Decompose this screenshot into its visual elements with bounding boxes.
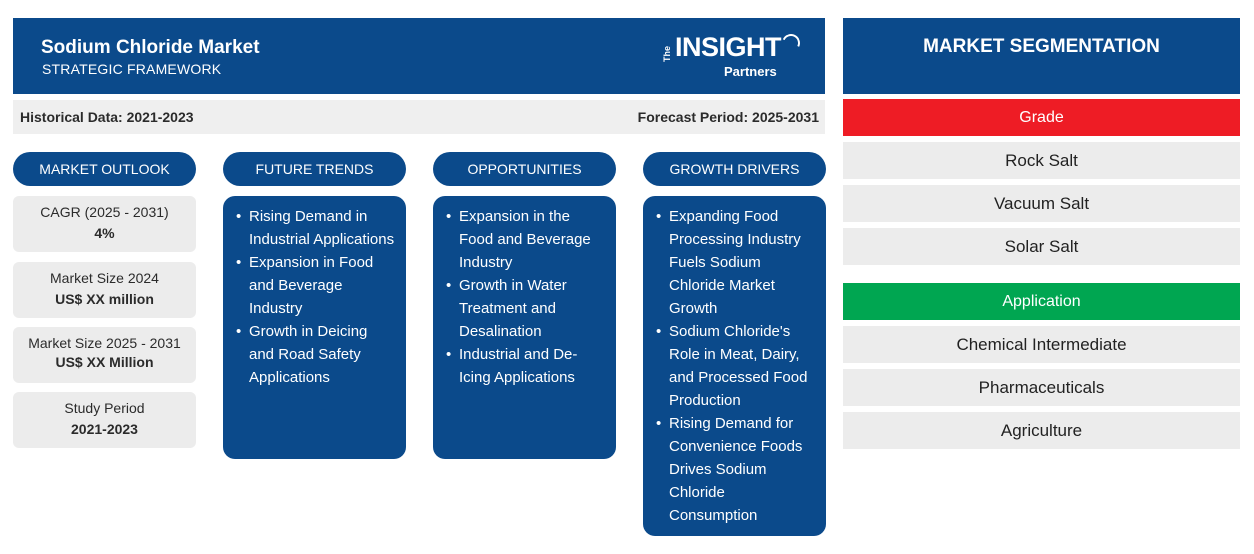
opportunity-item: Industrial and De-Icing Applications <box>446 343 606 389</box>
header-banner <box>13 18 825 94</box>
segmentation-heading: MARKET SEGMENTATION <box>843 18 1240 94</box>
market-outlook-heading: MARKET OUTLOOK <box>13 152 196 186</box>
outlook-label: Study Period <box>64 400 145 416</box>
outlook-label: Market Size 2024 <box>50 270 159 286</box>
segment-category-application: Application <box>843 283 1240 320</box>
segment-item: Solar Salt <box>843 228 1240 265</box>
future-trends-panel: Rising Demand in Industrial Applications… <box>223 196 406 459</box>
opportunity-item: Expansion in the Food and Beverage Indus… <box>446 205 606 274</box>
logo-partners: Partners <box>724 64 777 79</box>
outlook-card-study-period: Study Period 2021-2023 <box>13 392 196 448</box>
outlook-card-size-2024: Market Size 2024 US$ XX million <box>13 262 196 318</box>
trend-item: Growth in Deicing and Road Safety Applic… <box>236 320 396 389</box>
forecast-period: Forecast Period: 2025-2031 <box>637 109 819 125</box>
outlook-value: US$ XX Million <box>55 354 154 370</box>
insight-partners-logo: The INSIGHT Partners <box>662 31 803 80</box>
segment-item: Chemical Intermediate <box>843 326 1240 363</box>
segment-item: Rock Salt <box>843 142 1240 179</box>
outlook-card-cagr: CAGR (2025 - 2031) 4% <box>13 196 196 252</box>
outlook-value: 2021-2023 <box>71 421 138 437</box>
outlook-card-size-forecast: Market Size 2025 - 2031 US$ XX Million <box>13 327 196 383</box>
data-bar <box>13 100 825 134</box>
trend-item: Rising Demand in Industrial Applications <box>236 205 396 251</box>
driver-item: Expanding Food Processing Industry Fuels… <box>656 205 816 320</box>
opportunities-heading: OPPORTUNITIES <box>433 152 616 186</box>
outlook-label: CAGR (2025 - 2031) <box>40 204 169 220</box>
logo-the: The <box>662 45 672 62</box>
page-subtitle: STRATEGIC FRAMEWORK <box>42 61 222 77</box>
outlook-label: Market Size 2025 - 2031 <box>28 335 181 351</box>
growth-drivers-panel: Expanding Food Processing Industry Fuels… <box>643 196 826 536</box>
historical-data: Historical Data: 2021-2023 <box>20 109 194 125</box>
opportunities-panel: Expansion in the Food and Beverage Indus… <box>433 196 616 459</box>
logo-insight: INSIGHT <box>675 32 782 62</box>
driver-item: Sodium Chloride's Role in Meat, Dairy, a… <box>656 320 816 412</box>
page-title: Sodium Chloride Market <box>41 37 260 58</box>
growth-drivers-heading: GROWTH DRIVERS <box>643 152 826 186</box>
segment-category-grade: Grade <box>843 99 1240 136</box>
outlook-value: 4% <box>94 225 115 241</box>
segment-item: Agriculture <box>843 412 1240 449</box>
driver-item: Rising Demand for Convenience Foods Driv… <box>656 412 816 527</box>
trend-item: Expansion in Food and Beverage Industry <box>236 251 396 320</box>
logo-ring-icon <box>779 31 803 55</box>
opportunity-item: Growth in Water Treatment and Desalinati… <box>446 274 606 343</box>
segment-item: Pharmaceuticals <box>843 369 1240 406</box>
outlook-value: US$ XX million <box>55 291 154 307</box>
segment-item: Vacuum Salt <box>843 185 1240 222</box>
future-trends-heading: FUTURE TRENDS <box>223 152 406 186</box>
